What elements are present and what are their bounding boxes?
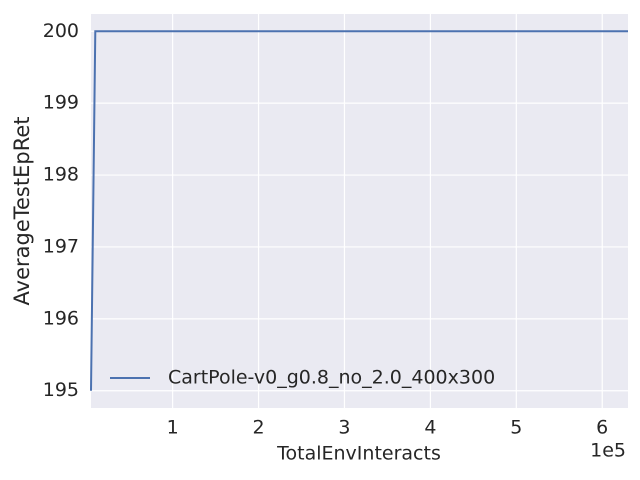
x-tick-label: 5 [510, 417, 522, 439]
marks [90, 30, 628, 391]
x-tick-label: 2 [252, 417, 264, 439]
legend-label: CartPole-v0_g0.8_no_2.0_400x300 [168, 367, 495, 389]
x-tick-label: 4 [424, 417, 436, 439]
x-tick-label: 3 [338, 417, 350, 439]
y-tick-label: 196 [43, 307, 79, 329]
x-offset-label: 1e5 [590, 440, 626, 462]
plot-area [91, 14, 628, 408]
y-axis-label: AverageTestEpRet [10, 117, 34, 306]
y-tick-label: 200 [43, 20, 79, 42]
y-tick-label: 198 [43, 164, 79, 186]
y-tick-label: 199 [43, 92, 79, 114]
y-tick-label: 197 [43, 235, 79, 257]
y-tick-label: 195 [43, 379, 79, 401]
x-tick-label: 1 [167, 417, 179, 439]
data-line [90, 30, 628, 391]
x-axis-label: TotalEnvInteracts [276, 443, 441, 465]
x-tick-label: 6 [596, 417, 608, 439]
